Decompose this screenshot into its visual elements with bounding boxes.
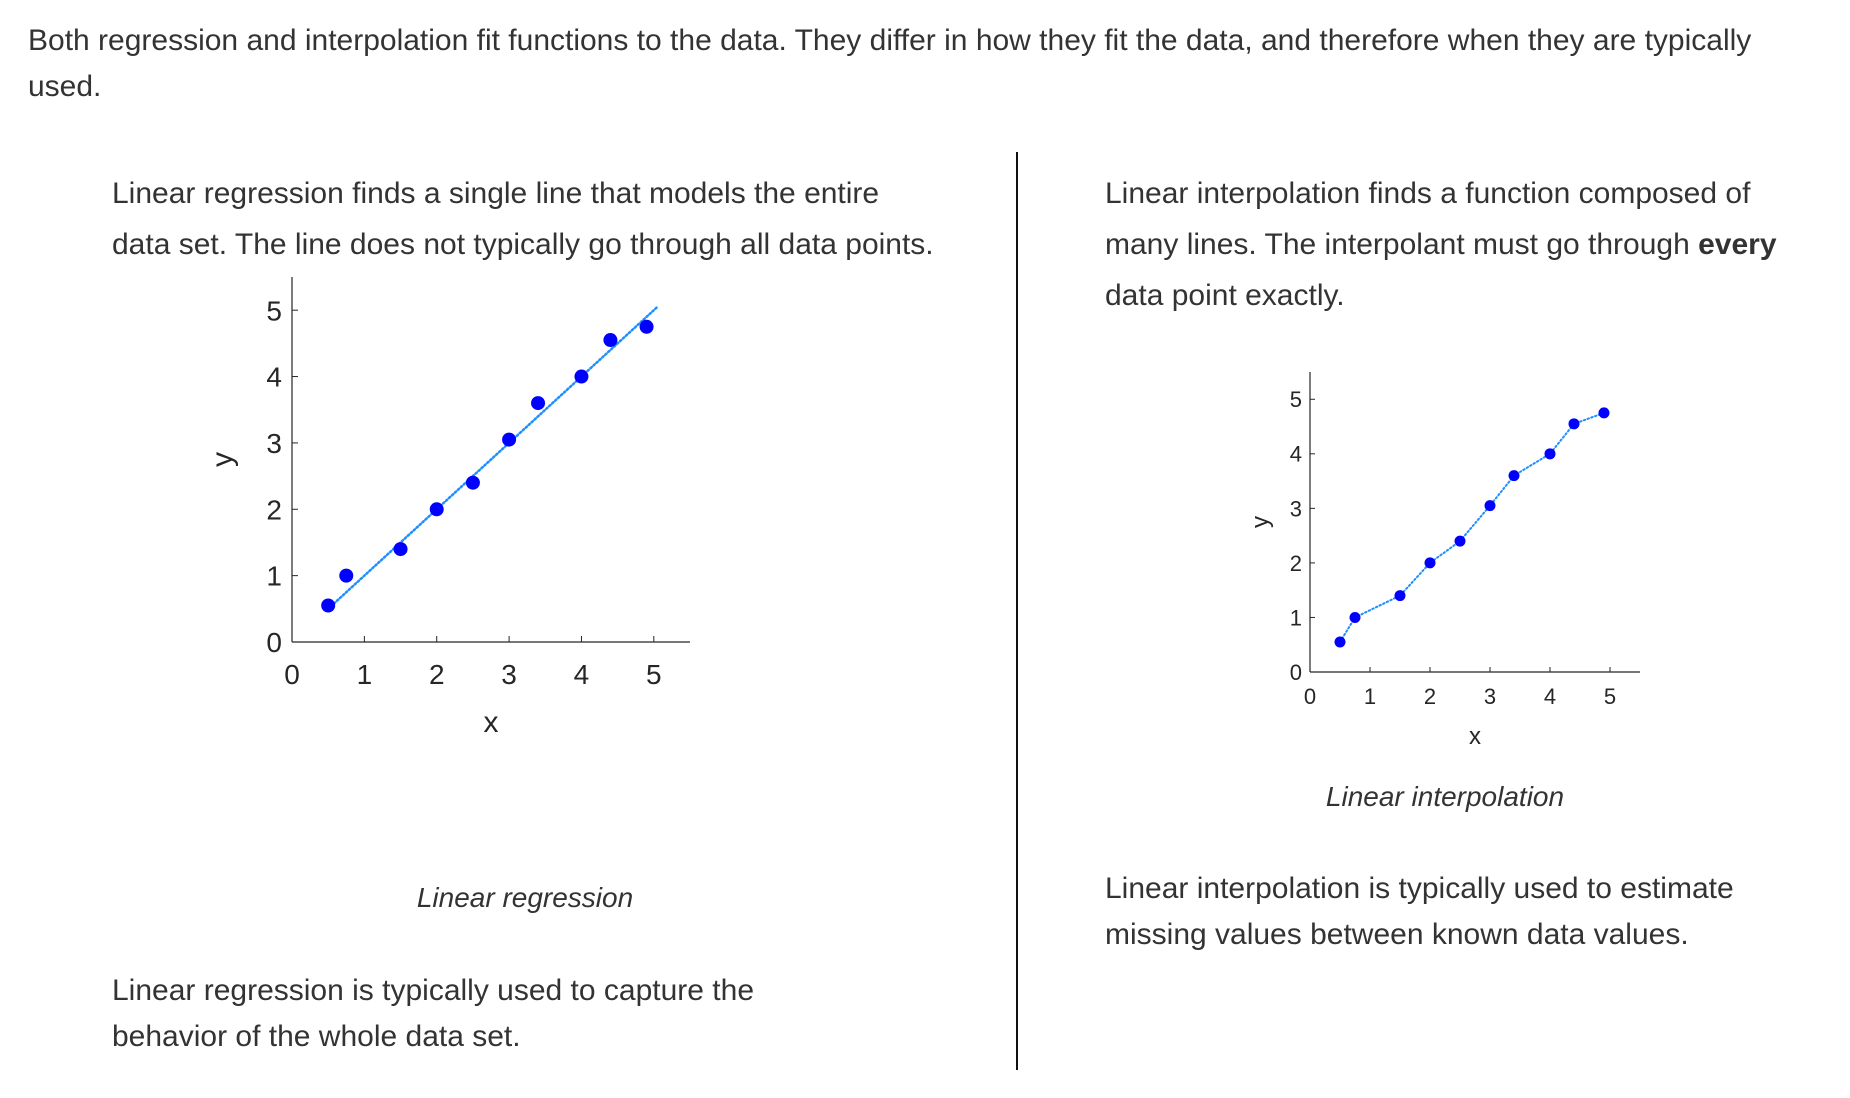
regression-fit-line [326, 305, 659, 611]
regression-x-tick-label: 3 [501, 659, 517, 690]
regression-x-tick-label: 5 [646, 659, 662, 690]
interpolation-data-point [1598, 407, 1610, 419]
regression-data-point [393, 542, 408, 557]
regression-data-point [603, 333, 618, 348]
regression-y-tick-label: 2 [266, 494, 282, 525]
interpolation-x-tick-label: 5 [1604, 684, 1616, 709]
regression-data-point [502, 432, 517, 447]
regression-chart: 0 1 2 3 4 5 0 1 2 3 4 5 x y [206, 277, 780, 860]
regression-usage: Linear regression is typically used to c… [112, 974, 755, 1053]
regression-caption: Linear regression [416, 882, 634, 913]
interpolation-data-point [1454, 535, 1466, 547]
regression-data-point [429, 502, 444, 517]
interpolation-description: Linear interpolation finds a function co… [1105, 168, 1825, 321]
interpolation-y-tick-label: 4 [1290, 442, 1302, 467]
regression-y-axis-title: y [206, 452, 239, 467]
interpolation-data-point [1394, 590, 1406, 602]
regression-y-tick-label: 3 [266, 428, 282, 459]
regression-x-tick-label: 0 [284, 659, 300, 690]
regression-description: Linear regression finds a single line th… [112, 177, 934, 261]
interpolation-data-point [1334, 636, 1346, 648]
column-divider [1016, 152, 1018, 1070]
interpolation-caption: Linear interpolation [1325, 781, 1565, 812]
interpolation-data-point [1568, 418, 1580, 430]
interpolation-description-bold: every [1698, 228, 1777, 261]
intro-paragraph: Both regression and interpolation fit fu… [28, 24, 1752, 103]
regression-y-tick-label: 0 [266, 627, 282, 658]
regression-y-tick-label: 5 [266, 295, 282, 326]
regression-y-tick-label: 4 [266, 362, 282, 393]
regression-x-tick-label: 1 [357, 659, 373, 690]
interpolation-description-post: data point exactly. [1105, 279, 1345, 312]
interpolation-data-point [1508, 470, 1520, 482]
interpolation-x-tick-label: 3 [1484, 684, 1496, 709]
regression-x-tick-label: 4 [574, 659, 590, 690]
regression-data-point [639, 319, 654, 334]
interpolation-x-axis-title: x [1469, 723, 1481, 750]
interpolation-y-tick-label: 5 [1290, 387, 1302, 412]
interpolation-x-tick-label: 1 [1364, 684, 1376, 709]
regression-x-axis-title: x [484, 706, 499, 739]
interpolation-data-point [1484, 500, 1496, 512]
interpolation-y-axis-title: y [1247, 516, 1274, 528]
interpolation-usage: Linear interpolation is typically used t… [1105, 872, 1734, 951]
interpolation-y-tick-label: 2 [1290, 551, 1302, 576]
regression-data-point [339, 568, 354, 583]
interpolation-y-tick-label: 0 [1290, 660, 1302, 685]
regression-x-tick-label: 2 [429, 659, 445, 690]
interpolation-x-tick-label: 0 [1304, 684, 1316, 709]
interpolation-x-tick-label: 2 [1424, 684, 1436, 709]
interpolation-data-point [1349, 611, 1361, 623]
interpolation-data-point [1424, 557, 1436, 569]
interpolation-interpolant-line [1339, 411, 1605, 643]
regression-data-point [531, 396, 546, 411]
interpolation-chart: 0 1 2 3 4 5 0 1 2 3 4 5 x y [1230, 370, 1640, 770]
interpolation-chart-svg: 0 1 2 3 4 5 0 1 2 3 4 5 x y [1247, 372, 1640, 750]
regression-data-point [465, 475, 480, 490]
regression-y-tick-label: 1 [266, 561, 282, 592]
regression-chart-svg: 0 1 2 3 4 5 0 1 2 3 4 5 x y [206, 277, 690, 739]
interpolation-y-tick-label: 1 [1290, 605, 1302, 630]
regression-data-point [321, 598, 336, 613]
interpolation-description-pre: Linear interpolation finds a function co… [1105, 177, 1751, 261]
interpolation-y-tick-label: 3 [1290, 496, 1302, 521]
interpolation-x-tick-label: 4 [1544, 684, 1556, 709]
regression-data-point [574, 369, 589, 384]
interpolation-data-point [1544, 448, 1556, 460]
